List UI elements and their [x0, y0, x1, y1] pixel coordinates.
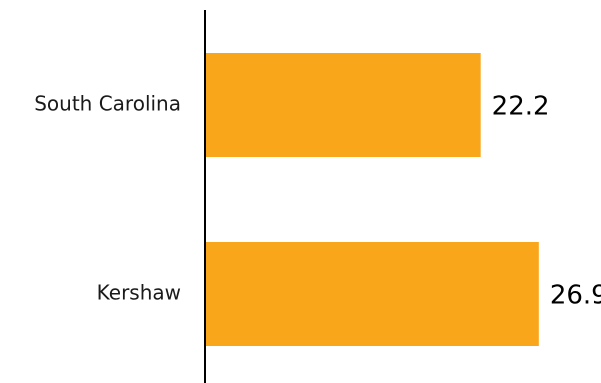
category-label: Kershaw	[97, 281, 181, 305]
category-label: South Carolina	[34, 92, 181, 116]
bar-kershaw	[206, 242, 539, 346]
bar-south-carolina	[206, 53, 481, 157]
data-value-label: 26.9	[550, 281, 601, 311]
data-value-label: 22.2	[492, 92, 550, 122]
